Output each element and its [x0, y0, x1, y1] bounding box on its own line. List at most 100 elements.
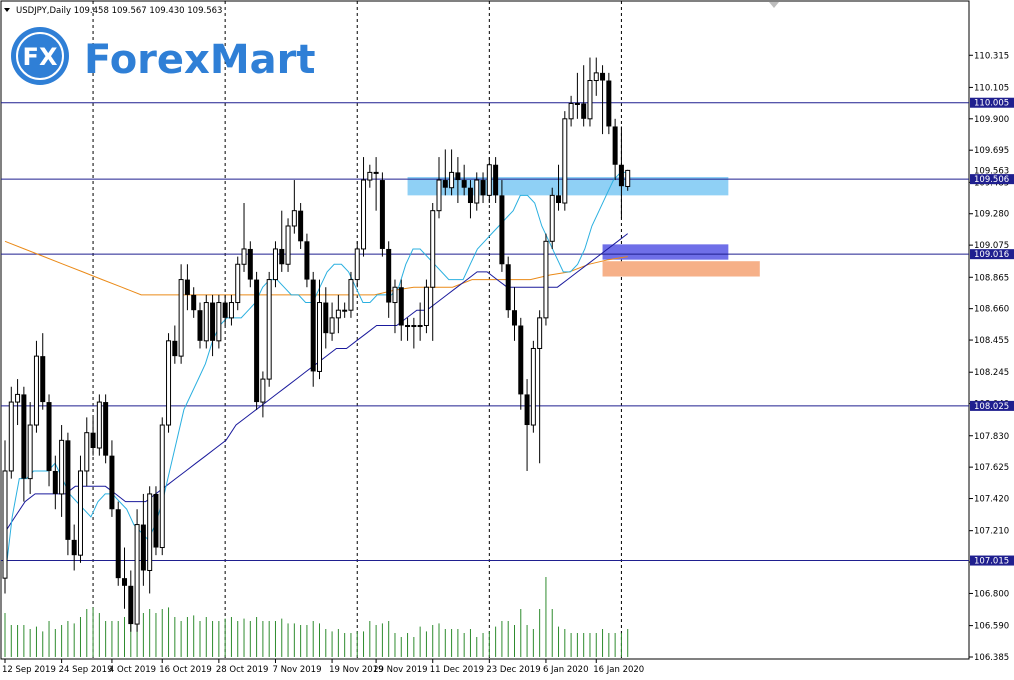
- candle: [524, 379, 530, 471]
- candle: [272, 241, 278, 288]
- candle-body-down: [455, 172, 461, 181]
- candle-body-up: [84, 432, 90, 472]
- candle-body-down: [109, 455, 115, 510]
- candle: [354, 241, 360, 288]
- y-tick-label: 109.695: [974, 146, 1009, 156]
- y-tick-label: 108.455: [974, 336, 1009, 346]
- y-tick-label: 108.865: [974, 273, 1009, 283]
- x-tick-label: 16 Oct 2019: [159, 665, 212, 675]
- candle: [147, 486, 153, 594]
- candle: [247, 241, 253, 288]
- candle: [115, 501, 121, 586]
- candle: [518, 317, 524, 410]
- candle: [77, 455, 83, 563]
- candle-body-up: [260, 378, 266, 403]
- dropdown-icon[interactable]: [4, 8, 10, 12]
- candle-body-down: [386, 248, 392, 303]
- candle-body-up: [373, 171, 379, 174]
- plot-frame: [0, 0, 970, 660]
- candle: [52, 455, 58, 510]
- candle-body-down: [128, 585, 134, 625]
- candle-body-up: [178, 279, 184, 357]
- candle: [291, 180, 297, 234]
- x-tick-label: 28 Oct 2019: [216, 665, 269, 675]
- candle-body-down: [172, 340, 178, 357]
- candle-body-up: [405, 325, 411, 328]
- candle-body-down: [122, 578, 128, 586]
- candle: [593, 57, 599, 96]
- candle: [59, 425, 65, 517]
- x-tick-label: 11 Dec 2019: [430, 665, 484, 675]
- y-tick-label: 110.105: [974, 83, 1009, 93]
- y-tick-label: 107.830: [974, 432, 1009, 442]
- candle: [96, 394, 102, 456]
- level-price-label: 109.506: [974, 175, 1009, 185]
- candle: [134, 509, 140, 632]
- candle-body-down: [518, 325, 524, 395]
- y-tick-label: 108.660: [974, 305, 1009, 315]
- candle-body-down: [90, 432, 96, 448]
- candle-body-up: [367, 171, 373, 181]
- candle: [317, 279, 322, 380]
- candle: [474, 172, 480, 211]
- candle-body-down: [65, 440, 71, 540]
- candle: [486, 157, 492, 204]
- candle: [342, 302, 348, 318]
- candle-body-down: [279, 248, 285, 265]
- candle: [128, 570, 134, 632]
- candle-body-down: [103, 402, 109, 456]
- candle-body-up: [27, 424, 33, 480]
- candle-body-down: [40, 356, 46, 403]
- current-price-bg: [970, 165, 1014, 176]
- candle: [90, 417, 96, 456]
- candle: [285, 218, 291, 272]
- candle-body-up: [335, 309, 341, 319]
- candle: [625, 169, 631, 191]
- candle-body-up: [486, 164, 492, 196]
- candle-body-up: [625, 169, 631, 187]
- candle-body-up: [147, 493, 153, 571]
- candle: [543, 233, 549, 326]
- candle: [191, 287, 197, 318]
- candle-body-up: [593, 72, 599, 82]
- y-tick-label: 106.385: [974, 653, 1009, 663]
- candle-body-up: [574, 102, 580, 105]
- candle-body-up: [317, 302, 322, 372]
- candle-body-up: [216, 302, 222, 342]
- candle-body-up: [59, 439, 65, 495]
- candle-body-down: [556, 195, 562, 204]
- candle-body-up: [2, 470, 8, 579]
- candle: [109, 440, 115, 517]
- candle-body-up: [411, 325, 417, 328]
- level-price-tag: [970, 249, 1014, 260]
- candle: [15, 379, 21, 426]
- candle-body-up: [203, 302, 209, 342]
- candle: [379, 172, 385, 257]
- candle: [304, 233, 310, 288]
- candle: [329, 302, 335, 341]
- candle-body-up: [241, 248, 247, 265]
- candle: [606, 72, 612, 135]
- candle-body-down: [46, 402, 52, 471]
- candle-body-down: [323, 302, 329, 334]
- candle: [46, 394, 52, 487]
- candle-body-up: [530, 347, 536, 426]
- candle-body-down: [379, 180, 385, 249]
- candle-body-up: [436, 179, 442, 212]
- candle-body-down: [254, 279, 260, 403]
- candle: [511, 287, 517, 341]
- candle: [574, 72, 580, 119]
- candle-body-down: [184, 279, 190, 295]
- candle-body-down: [52, 470, 58, 494]
- candle-body-up: [543, 240, 549, 319]
- candle: [228, 294, 234, 326]
- candle: [323, 287, 329, 349]
- candle: [480, 172, 486, 204]
- chart-shift-marker-icon[interactable]: [769, 2, 779, 8]
- candle-body-up: [166, 340, 172, 426]
- candle: [216, 294, 222, 349]
- candle: [417, 302, 423, 341]
- candle: [423, 279, 429, 334]
- candle-body-up: [285, 225, 291, 265]
